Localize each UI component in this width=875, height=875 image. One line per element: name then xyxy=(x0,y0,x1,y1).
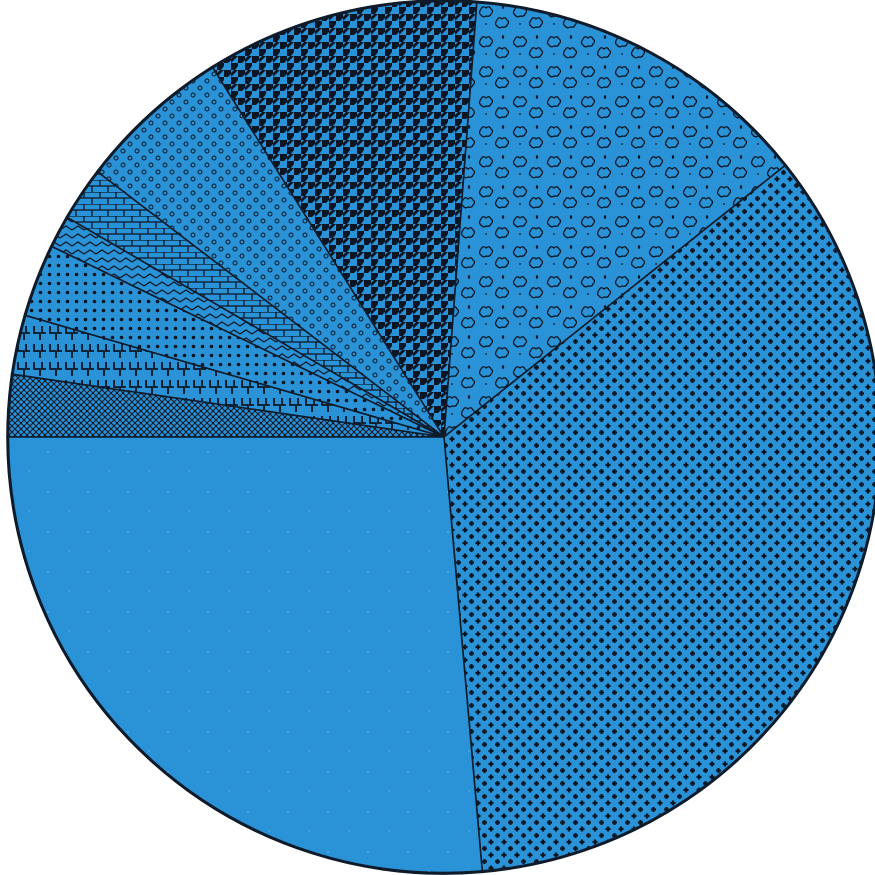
pie-outline xyxy=(6,0,875,875)
pie-slices xyxy=(6,0,875,875)
pie-slice-solid xyxy=(6,436,484,875)
